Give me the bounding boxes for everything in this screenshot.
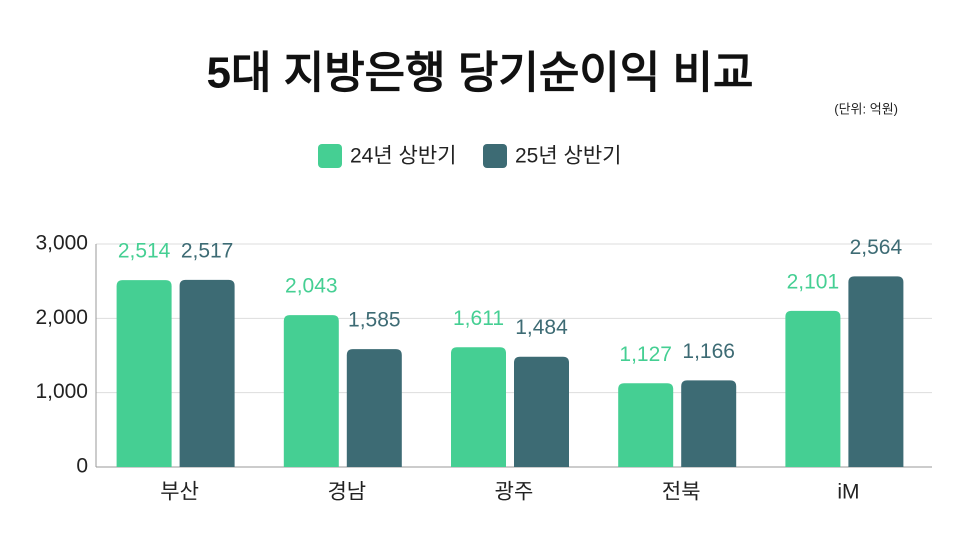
y-tick-label: 1,000 xyxy=(35,380,88,403)
bar xyxy=(681,380,737,467)
data-label: 1,585 xyxy=(348,309,401,332)
x-tick-label: 경남 xyxy=(327,481,366,504)
data-label: 1,611 xyxy=(453,307,504,330)
bar xyxy=(785,310,841,467)
legend-label: 24년 상반기 xyxy=(350,145,456,168)
x-tick-label: 부산 xyxy=(160,481,199,504)
bar xyxy=(179,279,235,467)
bar xyxy=(116,280,172,467)
data-label: 2,517 xyxy=(181,239,234,262)
legend-swatch xyxy=(483,144,507,168)
chart-subtitle: (단위: 억원) xyxy=(834,101,898,116)
data-label: 1,127 xyxy=(619,343,672,366)
bar xyxy=(451,347,506,467)
y-tick-label: 0 xyxy=(76,455,88,478)
data-label: 1,166 xyxy=(682,340,735,363)
x-tick-label: 광주 xyxy=(495,481,534,504)
y-tick-label: 2,000 xyxy=(35,306,88,329)
bar xyxy=(346,349,402,467)
bar xyxy=(514,356,569,467)
x-tick-label: iM xyxy=(837,481,859,504)
legend-label: 25년 상반기 xyxy=(515,145,621,168)
data-label: 2,564 xyxy=(850,236,903,259)
data-label: 2,043 xyxy=(285,275,338,298)
bar xyxy=(283,315,339,467)
data-label: 1,484 xyxy=(515,316,568,339)
legend-swatch xyxy=(318,144,342,168)
bar xyxy=(618,383,674,467)
data-label: 2,101 xyxy=(787,270,840,293)
bar xyxy=(848,276,904,467)
x-tick-label: 전북 xyxy=(662,481,701,504)
chart-title: 5대 지방은행 당기순이익 비교 xyxy=(207,49,754,98)
data-label: 2,514 xyxy=(118,240,171,263)
y-tick-label: 3,000 xyxy=(35,232,88,255)
